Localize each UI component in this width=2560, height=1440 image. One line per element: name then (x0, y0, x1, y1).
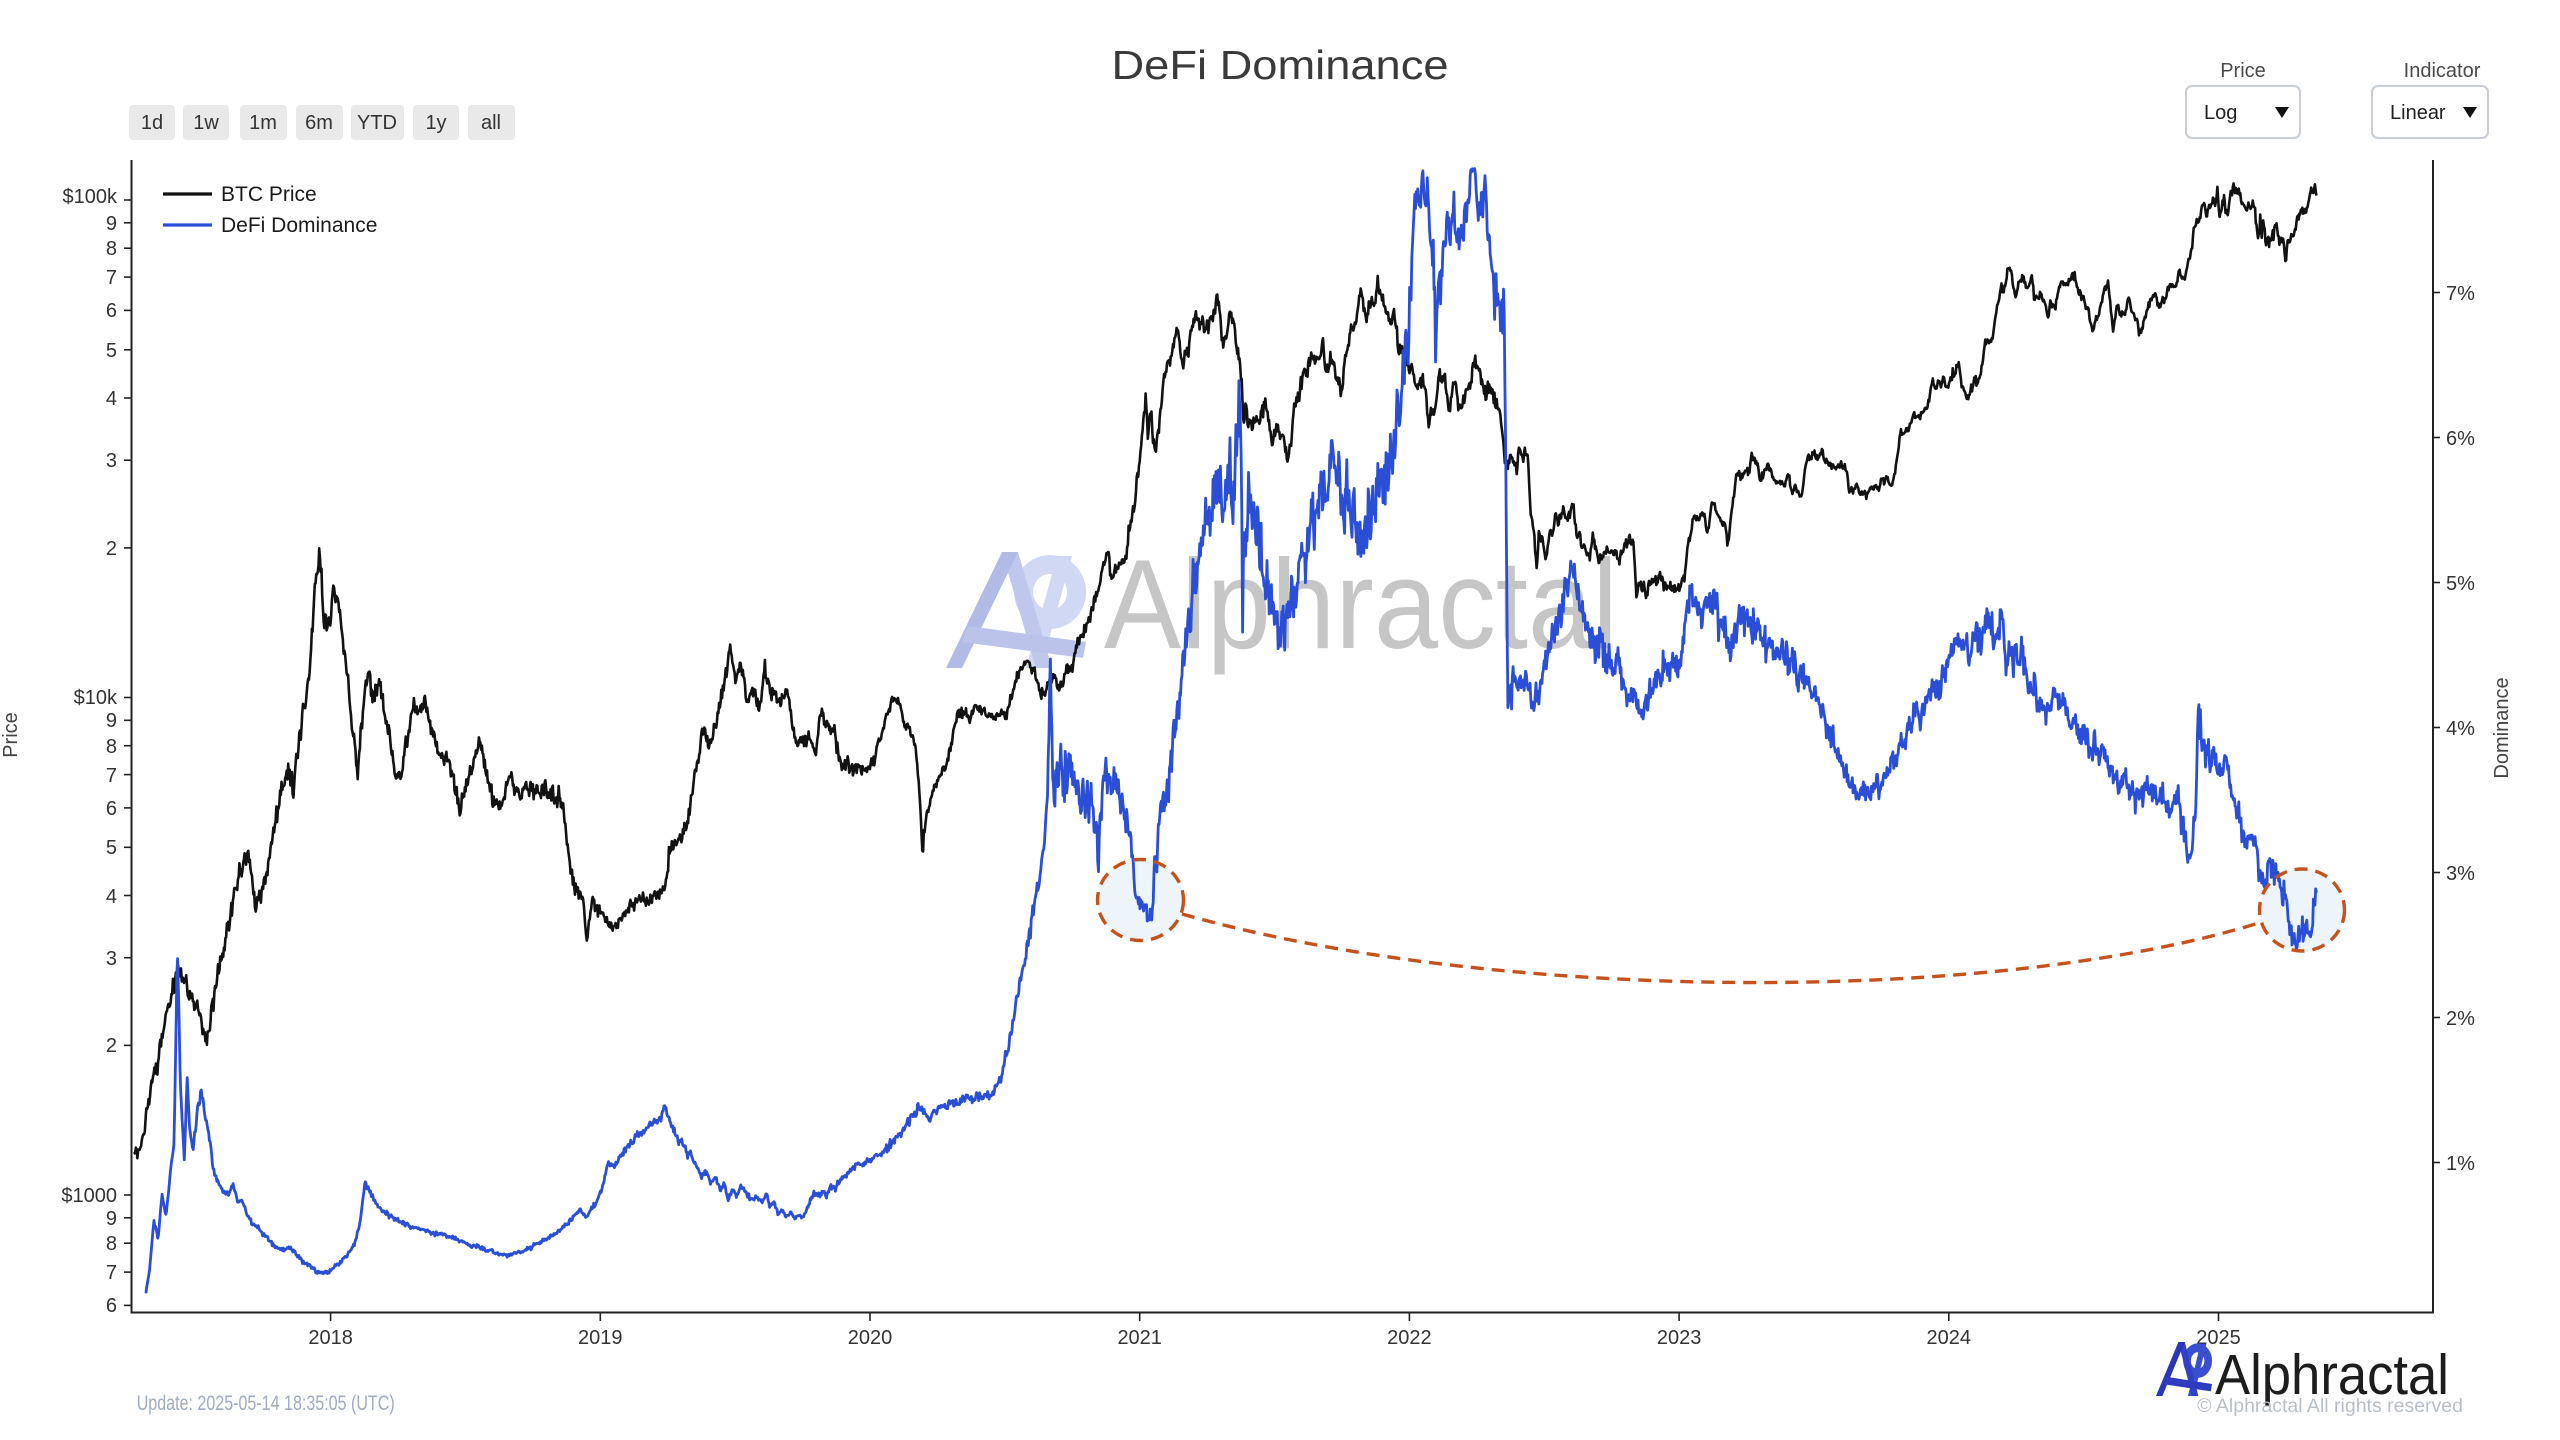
svg-text:DeFi Dominance: DeFi Dominance (221, 214, 377, 237)
svg-text:9: 9 (106, 710, 117, 732)
svg-text:DeFi Dominance: DeFi Dominance (1112, 42, 1449, 88)
svg-text:1%: 1% (2446, 1153, 2475, 1175)
svg-text:2: 2 (106, 1035, 117, 1057)
svg-text:6%: 6% (2446, 428, 2475, 450)
svg-text:$1000: $1000 (61, 1185, 117, 1207)
svg-text:6m: 6m (305, 112, 333, 134)
svg-text:3%: 3% (2446, 863, 2475, 885)
svg-text:2020: 2020 (848, 1327, 893, 1349)
svg-text:3: 3 (106, 450, 117, 472)
svg-text:7: 7 (106, 765, 117, 787)
svg-text:$10k: $10k (74, 687, 118, 709)
svg-text:YTD: YTD (357, 112, 397, 134)
svg-text:6: 6 (106, 300, 117, 322)
svg-text:4: 4 (106, 388, 117, 410)
svg-text:Indicator: Indicator (2404, 60, 2481, 82)
svg-text:$100k: $100k (63, 186, 118, 208)
svg-text:9: 9 (106, 213, 117, 235)
svg-text:all: all (481, 112, 501, 134)
svg-text:8: 8 (106, 238, 117, 260)
svg-text:BTC Price: BTC Price (221, 183, 317, 206)
svg-text:4%: 4% (2446, 718, 2475, 740)
svg-text:8: 8 (106, 1233, 117, 1255)
svg-text:2025: 2025 (2196, 1327, 2241, 1349)
svg-text:© Alphractal All rights reserv: © Alphractal All rights reserved (2197, 1395, 2463, 1417)
svg-text:2024: 2024 (1927, 1327, 1972, 1349)
svg-text:Price: Price (0, 712, 22, 758)
svg-text:2022: 2022 (1387, 1327, 1432, 1349)
svg-text:2%: 2% (2446, 1008, 2475, 1030)
svg-text:2: 2 (106, 538, 117, 560)
svg-text:Alphractal: Alphractal (2215, 1343, 2449, 1407)
svg-text:Update: 2025-05-14 18:35:05 (U: Update: 2025-05-14 18:35:05 (UTC) (137, 1392, 395, 1415)
svg-text:2018: 2018 (308, 1327, 353, 1349)
svg-text:5%: 5% (2446, 573, 2475, 595)
svg-text:8: 8 (106, 736, 117, 758)
svg-text:1y: 1y (425, 112, 446, 134)
svg-text:6: 6 (106, 798, 117, 820)
svg-text:7: 7 (106, 1262, 117, 1284)
svg-text:7%: 7% (2446, 283, 2475, 305)
svg-text:9: 9 (106, 1208, 117, 1230)
svg-text:5: 5 (106, 837, 117, 859)
svg-text:1w: 1w (193, 112, 219, 134)
svg-text:Log: Log (2204, 102, 2237, 124)
svg-text:Linear: Linear (2390, 102, 2446, 124)
svg-text:2019: 2019 (578, 1327, 623, 1349)
svg-text:1m: 1m (249, 112, 277, 134)
svg-text:5: 5 (106, 340, 117, 362)
svg-text:4: 4 (106, 886, 117, 908)
svg-text:1d: 1d (141, 112, 163, 134)
svg-text:6: 6 (106, 1295, 117, 1317)
svg-text:2023: 2023 (1657, 1327, 1702, 1349)
svg-text:7: 7 (106, 267, 117, 289)
svg-text:3: 3 (106, 948, 117, 970)
svg-text:Price: Price (2220, 60, 2266, 82)
svg-text:Dominance: Dominance (2491, 677, 2513, 778)
svg-text:2021: 2021 (1117, 1327, 1162, 1349)
